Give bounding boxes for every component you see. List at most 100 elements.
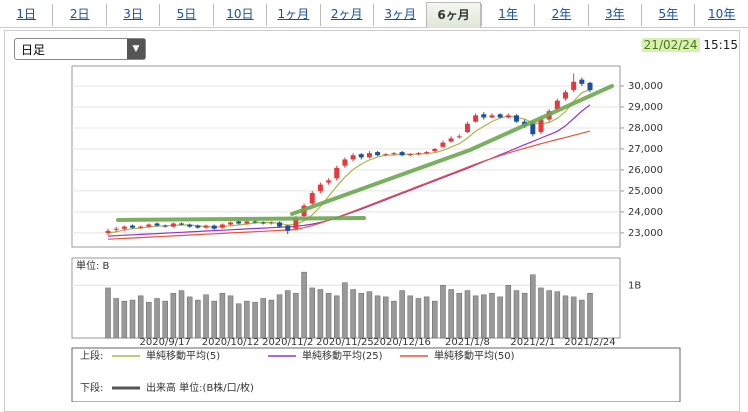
volume-bar [293,292,299,339]
candle-body [415,153,421,155]
period-tab[interactable]: 6ヶ月 [426,2,481,28]
trend-line [116,216,366,222]
period-tab[interactable]: 3ヶ月 [372,4,426,26]
candle-body [293,218,299,229]
period-tab[interactable]: 10年 [694,4,747,26]
volume-bar [121,300,128,339]
period-tab[interactable]: 5年 [641,4,694,26]
legend-label: 単純移動平均(5) [146,349,220,362]
volume-unit: 単位: B [76,259,110,272]
volume-bar [284,290,291,339]
volume-bar [195,299,201,339]
volume-bar [325,292,332,339]
candle-body [317,184,323,191]
candle-body [391,153,397,155]
volume-bar [440,285,446,339]
volume-bar [432,300,438,339]
volume-bar [374,295,381,339]
volume-bar [505,285,512,339]
candle-body [489,115,495,118]
volume-bar [554,291,561,339]
candle-body [228,222,234,225]
candle-body [154,223,160,226]
candle-body [309,193,315,204]
period-tabs: 1日 2日 3日 5日 10日 1ヶ月 2ヶ月 3ヶ月 6ヶ月 1年 2年 3年 5年 10年 [0,0,748,28]
candle-body [407,154,413,156]
moving-average-line [107,130,591,240]
volume-bar [342,282,348,339]
period-tab[interactable]: 3年 [587,4,641,26]
period-tab[interactable]: 10日 [212,4,266,26]
candle-body [464,123,470,133]
x-tick-label: 2020/11/25 [316,337,374,348]
volume-bar [219,292,226,339]
legend-label: 出来高 単位:(B株/口/枚) [146,381,254,394]
period-tab[interactable]: 2日 [52,4,105,26]
period-tab[interactable]: 2ヶ月 [319,4,373,26]
x-tick-label: 2020/9/17 [140,337,191,348]
candle-body [211,225,217,229]
candle-body [268,222,274,224]
volume-bar [530,274,536,339]
candle-body [326,180,332,183]
volume-bar [489,292,495,339]
candle-body [162,225,168,227]
candle-body [399,152,405,156]
volume-bar [186,296,193,339]
period-tab[interactable]: 3日 [105,4,159,26]
x-tick-label: 2020/11/2 [262,337,313,348]
volume-bar [137,295,144,339]
period-tab[interactable]: 1ヶ月 [266,4,319,26]
volume-bar [235,303,242,339]
period-tab[interactable]: 1年 [480,4,534,26]
trend-annotations [116,84,614,222]
candle-body [456,136,462,138]
volume-bar [415,298,422,339]
chart: 単位: B 上段: 下段: 23,000 24,000 25,000 26,000 27… [71,65,681,402]
volume-bar [301,271,307,339]
legend-upper-label: 上段: [80,349,103,362]
volume-bar [358,292,365,339]
legend-label: 単純移動平均(50) [434,349,515,362]
volume-bar [399,290,405,339]
volume-bar [211,300,217,339]
volume-bar [391,300,397,339]
period-tab[interactable]: 1日 [16,7,37,21]
candle-body [121,226,127,229]
x-tick-label: 2021/2/1 [510,337,555,348]
volume-bar [333,295,340,339]
volume-bar [276,294,283,339]
x-tick-label: 2021/1/8 [445,337,490,348]
dropdown-label: 日足 [21,43,46,57]
legend-box [71,347,681,402]
candle-body [366,153,372,158]
volume-bar [317,289,324,339]
volume-bar [178,290,185,339]
legend-label: 単純移動平均(25) [302,349,383,362]
dropdown-arrow[interactable]: ▼ [127,39,145,59]
candle-body [342,159,348,166]
volume-bar [587,292,593,339]
x-tick-label: 2020/10/12 [202,337,260,348]
candle-body [195,225,201,228]
volume-bar [383,296,389,339]
candle-body [170,223,176,227]
y-tick-label: 27,000 [628,144,663,155]
interval-dropdown[interactable]: 日足 ▼ [14,38,146,60]
volume-bar [252,301,258,339]
period-tab[interactable]: 2年 [534,4,587,26]
volume-bar [513,290,520,339]
volume-bar [464,290,471,339]
timestamp-time: 15:15 [703,38,738,52]
candle-body [571,81,577,91]
volume-bar [350,289,356,339]
candle-body [358,154,364,158]
volume-bar [456,292,463,339]
period-tab[interactable]: 5日 [159,4,212,26]
candle-body [252,221,258,223]
volume-bar [579,299,585,339]
volume-bar [570,296,577,339]
y-tick-label: 29,000 [628,102,663,113]
candle-body [203,225,209,228]
